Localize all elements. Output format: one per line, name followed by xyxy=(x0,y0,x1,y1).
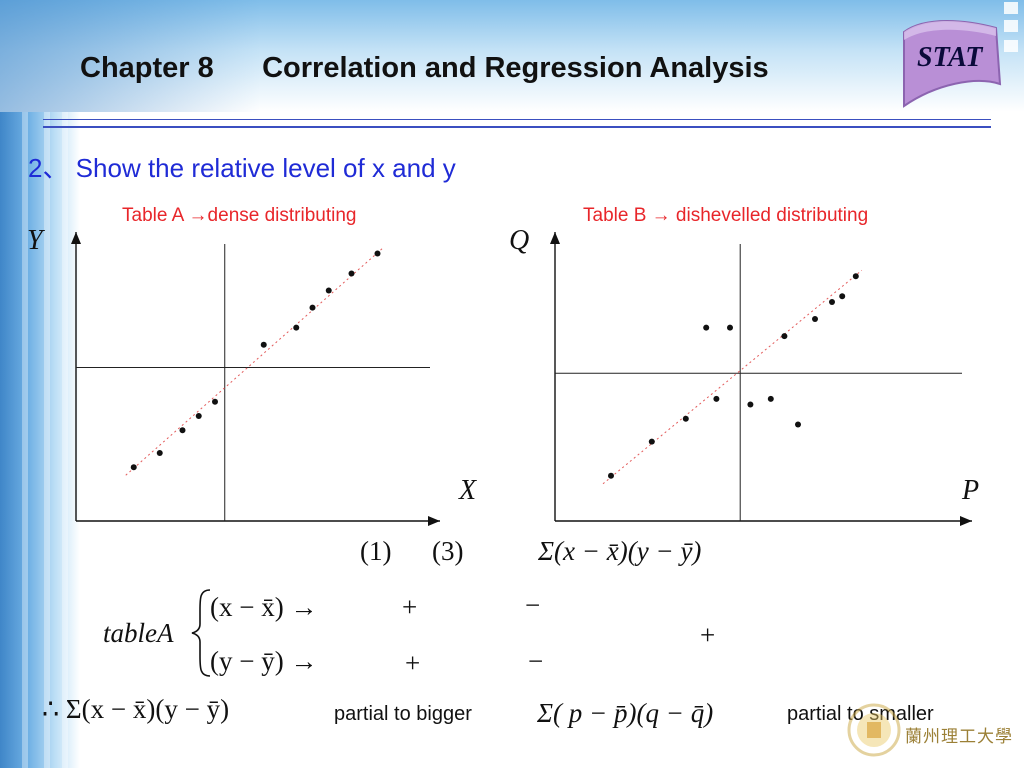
product-sign: + xyxy=(700,620,716,650)
section-heading: 2、 Show the relative level of x and y xyxy=(28,153,456,183)
row2-sign-minus: − xyxy=(528,646,544,676)
top-left-fade xyxy=(0,0,260,112)
axis-label-q: Q xyxy=(509,225,530,256)
university-seal-icon xyxy=(847,703,901,757)
row2-sign-plus: + xyxy=(405,648,421,678)
axis-label-x: X xyxy=(459,475,477,506)
band-stripe xyxy=(44,0,50,768)
trend-line-a xyxy=(125,247,384,476)
data-point xyxy=(747,401,754,408)
data-point xyxy=(781,333,788,340)
data-point xyxy=(374,250,381,257)
data-point xyxy=(325,287,332,294)
data-point xyxy=(852,273,859,280)
data-point xyxy=(713,395,720,402)
data-point xyxy=(260,341,267,348)
trend-line-b xyxy=(602,269,863,485)
stat-badge-label: STAT xyxy=(917,42,983,73)
axis-label-y: Y xyxy=(27,225,43,256)
data-point xyxy=(727,324,733,331)
data-point xyxy=(348,270,355,277)
data-point xyxy=(156,450,163,456)
table-a-name: tableA xyxy=(103,618,174,648)
data-point xyxy=(608,472,614,479)
pq-sum-formula: Σ( p − p̄)(q − q̄) xyxy=(537,698,714,728)
x-axis-arrow-a xyxy=(428,516,440,526)
x-axis-arrow-b xyxy=(960,516,972,526)
y-axis-arrow-b xyxy=(550,232,560,244)
chapter-title: Correlation and Regression Analysis xyxy=(262,52,769,84)
conclusion-formula: ∴ Σ(x − x̄)(y − ȳ) xyxy=(42,694,230,724)
data-point xyxy=(195,412,202,419)
header-divider xyxy=(43,119,991,120)
data-point xyxy=(179,427,186,434)
row1-expr: (x − x̄) → xyxy=(210,592,318,622)
deco-square xyxy=(1004,2,1018,14)
row1-sign-plus: + xyxy=(402,592,418,622)
slide-title: Chapter 8 Correlation and Regression Ana… xyxy=(80,52,769,85)
data-point xyxy=(130,464,137,471)
data-point xyxy=(648,438,655,445)
data-point xyxy=(703,324,710,331)
y-axis-arrow-a xyxy=(71,232,81,244)
row2-expr: (y − ȳ) → xyxy=(210,646,318,676)
data-point xyxy=(839,293,846,300)
cov-sum-formula: Σ(x − x̄)(y − ȳ) xyxy=(538,536,702,566)
header-divider xyxy=(43,126,991,128)
caption-table-b: Table B → dishevelled distributing xyxy=(583,205,869,226)
axis-label-p: P xyxy=(962,475,980,506)
data-point xyxy=(293,324,300,331)
data-point xyxy=(212,398,218,405)
deco-square xyxy=(1004,20,1018,32)
chapter-label: Chapter 8 xyxy=(80,52,214,84)
curly-brace xyxy=(191,589,211,677)
left-decorative-band xyxy=(0,0,80,768)
scheme-labels: (1) (3) xyxy=(360,536,464,566)
data-point xyxy=(767,395,774,402)
band-stripe xyxy=(62,0,68,768)
band-stripe xyxy=(22,0,28,768)
note-partial-bigger: partial to bigger xyxy=(334,703,472,725)
data-point xyxy=(829,298,835,305)
deco-square xyxy=(1004,40,1018,52)
caption-table-a: Table A →dense distributing xyxy=(122,205,357,226)
data-point xyxy=(309,304,316,311)
university-name: 蘭州理工大學 xyxy=(905,727,1013,747)
data-point xyxy=(812,316,818,323)
stat-badge-shape xyxy=(903,20,1002,108)
data-point xyxy=(682,415,689,422)
data-point xyxy=(795,421,801,428)
row1-sign-minus: − xyxy=(525,590,541,620)
